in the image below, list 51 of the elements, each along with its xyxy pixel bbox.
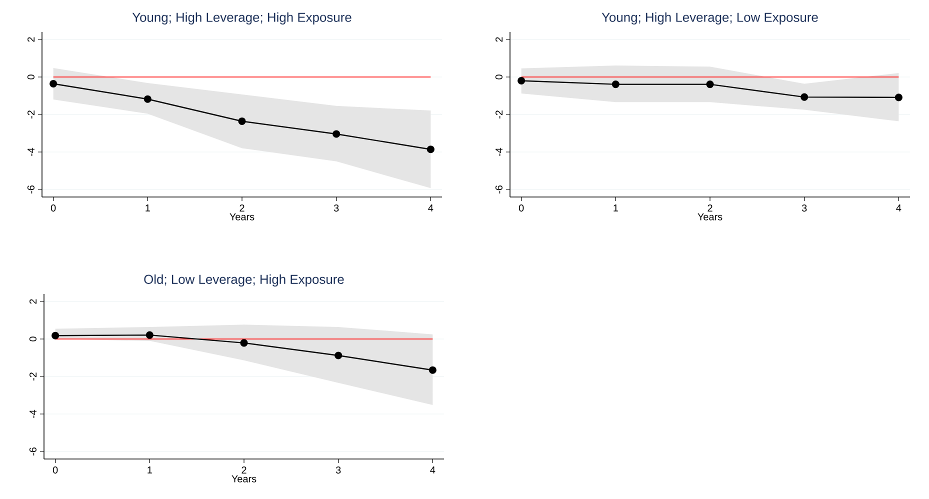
x-tick-label: 0 [52,466,58,474]
point [240,339,248,347]
y-tick-label: -4 [30,410,36,418]
point [612,80,620,88]
y-tick-label: 0 [27,74,34,80]
y-tick-label: -4 [496,148,502,156]
x-axis-title: Years [230,213,254,220]
x-tick-label: 2 [240,204,244,212]
x-tick-label: 1 [148,466,152,474]
x-tick-label: 1 [146,204,150,212]
y-tick-label: 0 [29,336,36,342]
point [706,80,714,88]
x-axis-title: Years [232,475,256,482]
y-tick-label: 2 [30,299,36,304]
point [800,93,808,101]
x-tick-label: 2 [242,466,246,474]
point [894,94,902,102]
point [428,366,436,374]
point [334,352,342,360]
y-tick-label: -2 [496,110,502,118]
y-tick-label: -6 [29,448,36,456]
point [518,76,526,85]
x-tick-label: 3 [336,466,341,474]
y-tick-label: 2 [496,37,502,42]
x-tick-label: 0 [518,204,524,212]
x-tick-label: 3 [334,204,339,212]
chart-title: Young; High Leverage; Low Exposure [602,12,818,24]
y-tick-label: -4 [28,148,34,156]
x-axis-title: Years [698,213,722,220]
chart-title: Old; Low Leverage; High Exposure [144,274,344,286]
point [50,80,58,88]
x-tick-label: 4 [430,466,436,474]
x-tick-label: 4 [896,204,902,212]
y-tick-label: -6 [27,186,34,194]
x-tick-label: 0 [50,204,56,212]
x-tick-label: 4 [428,204,434,212]
y-tick-label: -2 [30,372,36,380]
point [146,331,154,339]
y-tick-label: 0 [495,74,502,80]
x-tick-label: 3 [802,204,807,212]
point [426,146,434,154]
chart-title: Young; High Leverage; High Exposure [132,12,352,24]
x-tick-label: 1 [614,204,618,212]
y-tick-label: -6 [495,186,502,194]
point [52,332,60,340]
x-tick-label: 2 [708,204,712,212]
point [144,95,152,103]
point [332,130,340,138]
y-tick-label: -2 [28,110,34,118]
point [238,117,246,126]
y-tick-label: 2 [28,37,34,42]
